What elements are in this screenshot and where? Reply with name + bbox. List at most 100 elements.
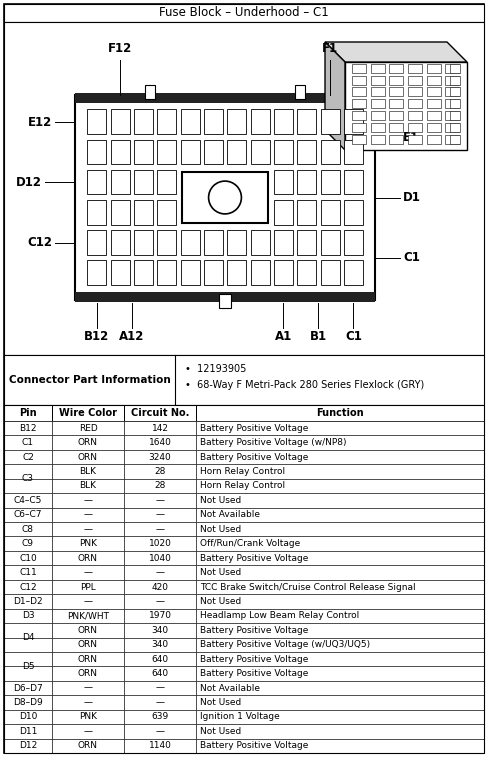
Bar <box>196 450 484 464</box>
Text: ORN: ORN <box>78 640 98 650</box>
Bar <box>111 230 130 255</box>
Text: RED: RED <box>79 424 98 433</box>
Text: Wire Color: Wire Color <box>59 408 117 418</box>
Bar <box>196 493 484 508</box>
Bar <box>52 537 124 551</box>
Text: •  68-Way F Metri-Pack 280 Series Flexlock (GRY): • 68-Way F Metri-Pack 280 Series Flexloc… <box>185 380 424 390</box>
Bar <box>445 64 459 73</box>
Bar <box>196 421 484 435</box>
Bar <box>196 652 484 666</box>
Text: B12: B12 <box>84 330 109 343</box>
Bar <box>181 230 200 255</box>
Bar <box>87 139 106 164</box>
Bar <box>111 170 130 195</box>
Text: D5: D5 <box>21 662 34 671</box>
Bar <box>4 551 52 565</box>
Text: Battery Positive Voltage: Battery Positive Voltage <box>200 553 308 562</box>
Bar <box>445 123 459 132</box>
Bar <box>274 200 293 225</box>
Bar <box>157 260 177 285</box>
Text: D1: D1 <box>403 191 421 204</box>
Bar <box>408 88 422 96</box>
Text: D11: D11 <box>19 727 37 736</box>
Text: Pin: Pin <box>19 408 37 418</box>
Bar <box>52 450 124 464</box>
Text: PNK: PNK <box>79 712 97 721</box>
Bar <box>196 405 484 421</box>
Bar <box>389 99 403 108</box>
Bar <box>408 123 422 132</box>
Text: TCC Brake Switch/Cruise Control Release Signal: TCC Brake Switch/Cruise Control Release … <box>200 582 416 591</box>
Bar <box>321 200 340 225</box>
Bar <box>344 139 363 164</box>
Bar <box>344 260 363 285</box>
Bar <box>344 230 363 255</box>
Text: 28: 28 <box>154 481 166 491</box>
Text: D12: D12 <box>16 176 42 189</box>
Bar <box>52 739 124 753</box>
Bar <box>4 724 52 739</box>
Text: PNK/WHT: PNK/WHT <box>67 612 109 621</box>
Bar <box>52 695 124 710</box>
Bar <box>124 580 196 594</box>
Bar <box>389 88 403 96</box>
Bar <box>352 135 366 144</box>
Text: Fuse Block – Underhood – C1: Fuse Block – Underhood – C1 <box>159 7 329 20</box>
Bar <box>111 110 130 134</box>
Bar <box>352 88 366 96</box>
Text: 28: 28 <box>154 467 166 476</box>
Bar <box>389 123 403 132</box>
Text: C1: C1 <box>403 251 420 264</box>
Bar <box>52 435 124 450</box>
Bar <box>4 405 484 753</box>
Bar <box>4 435 52 450</box>
Bar <box>196 537 484 551</box>
Bar <box>4 652 52 666</box>
Bar <box>134 200 153 225</box>
Bar <box>196 508 484 522</box>
Bar <box>4 681 52 695</box>
Text: —: — <box>83 727 93 736</box>
Text: C12: C12 <box>19 582 37 591</box>
Text: C2: C2 <box>22 453 34 462</box>
Bar <box>196 666 484 681</box>
Bar <box>134 170 153 195</box>
Bar <box>4 609 52 623</box>
Bar <box>445 76 459 85</box>
Text: —: — <box>156 525 164 534</box>
Bar <box>124 478 196 493</box>
Bar <box>297 139 316 164</box>
Text: 3240: 3240 <box>149 453 171 462</box>
Bar <box>370 99 385 108</box>
Text: •  12193905: • 12193905 <box>185 364 246 374</box>
Bar <box>321 260 340 285</box>
Bar <box>321 230 340 255</box>
Text: PNK: PNK <box>79 539 97 548</box>
Bar <box>297 110 316 134</box>
Bar <box>321 110 340 134</box>
Bar <box>4 22 484 355</box>
Bar <box>450 76 460 85</box>
Bar <box>297 200 316 225</box>
Bar <box>4 508 52 522</box>
Bar <box>124 695 196 710</box>
Bar <box>427 99 441 108</box>
Text: Ignition 1 Voltage: Ignition 1 Voltage <box>200 712 280 721</box>
Bar <box>196 565 484 580</box>
Bar <box>4 464 52 478</box>
Bar <box>227 260 246 285</box>
Bar <box>52 652 124 666</box>
Bar <box>196 609 484 623</box>
Text: D3: D3 <box>21 612 34 621</box>
Text: C1: C1 <box>345 330 362 343</box>
Text: ORN: ORN <box>78 438 98 447</box>
Bar <box>204 230 223 255</box>
Text: Battery Positive Voltage (w/NP8): Battery Positive Voltage (w/NP8) <box>200 438 346 447</box>
Bar <box>4 580 52 594</box>
Text: Battery Positive Voltage: Battery Positive Voltage <box>200 453 308 462</box>
Text: Not Used: Not Used <box>200 597 241 606</box>
Text: 340: 340 <box>151 626 168 635</box>
Bar <box>134 230 153 255</box>
Text: —: — <box>156 597 164 606</box>
Bar <box>52 421 124 435</box>
